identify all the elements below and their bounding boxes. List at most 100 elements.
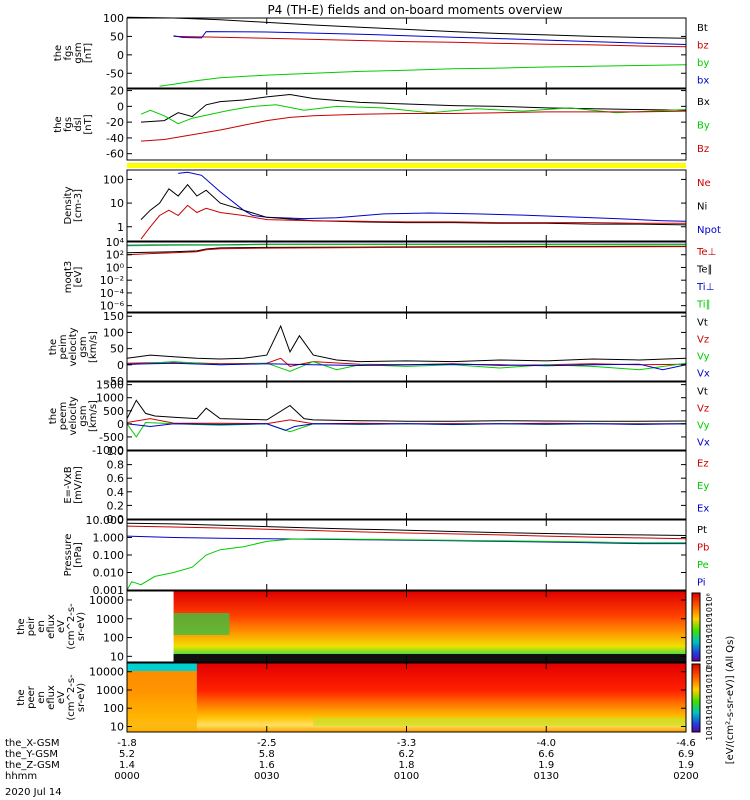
legend-bz: Bz — [697, 144, 709, 155]
ylabel: the fgs gsm [nT] — [53, 42, 94, 63]
ytick-label: 10 — [110, 197, 124, 210]
legend-ni: Ni — [697, 202, 707, 213]
ytick-label: 0.010 — [93, 567, 125, 580]
ylabel: the peem velocity gsm [km/s] — [48, 396, 99, 435]
ylabel-line: fgs — [63, 117, 74, 132]
colorbar-tick-label: 10⁴ — [705, 706, 714, 719]
ephemeris-value: -4.6 — [676, 738, 696, 749]
ylabel-line: [km/s] — [88, 331, 99, 363]
legend-pe: Pe — [697, 560, 709, 571]
ytick-label: -40 — [106, 132, 124, 145]
colorbar-tick-label: 10⁸ — [705, 593, 714, 606]
series-vt-peem_velocity — [126, 399, 687, 422]
legend-vz: Vz — [697, 335, 709, 346]
ylabel-line: the — [53, 116, 64, 132]
ylabel-line: (cm^2-s- — [66, 603, 77, 650]
ylabel-line: fgs — [63, 45, 74, 60]
ytick-label: 1 — [117, 221, 124, 234]
ytick-label: 0.001 — [93, 584, 125, 597]
colorbar-tick-label: 10⁶ — [705, 614, 714, 627]
ytick-label: 10.000 — [86, 514, 125, 527]
panel-frame — [126, 88, 687, 161]
panel-frame — [126, 17, 687, 89]
legend-ey: Ey — [697, 481, 709, 492]
ytick-label: -20 — [106, 116, 124, 129]
ytick-label: 100 — [103, 326, 124, 339]
ylabel: the peer en eflux eV (cm^2-s-sr-eV) — [16, 674, 87, 721]
series-by-fgs_dsl — [140, 104, 687, 125]
ylabel-line: Density — [63, 186, 74, 224]
colorbar-tick-label: 10² — [705, 656, 714, 669]
ylabel-line: eflux — [46, 685, 57, 710]
panel-peer_spectrogram: 10000 1000 100 10 the peer en eflux eV (cm^2-s-sr… — [16, 662, 687, 734]
panel-peir_spectrogram: 10000 1000 100 10 the peir en eflux eV (cm^2-s-sr… — [16, 590, 687, 663]
ylabel-line: [nPa] — [73, 542, 84, 568]
legend-pb: Pb — [697, 542, 709, 553]
colorbar-tick-label: 10⁵ — [705, 625, 714, 638]
ytick-label: 100 — [103, 12, 124, 25]
ephemeris-row-label: the_Y-GSM — [5, 749, 58, 760]
ytick-label: 1000 — [96, 613, 124, 626]
ephemeris-value: 1.4 — [119, 760, 135, 771]
panel-density: 100 10 1 Density [cm-3] Ne Ni Npot — [63, 169, 721, 242]
ephemeris-value: -4.0 — [536, 738, 556, 749]
ylabel-line: eV — [56, 691, 67, 704]
colorbar-tick-label: 10³ — [705, 717, 714, 730]
series-bx-fgs_dsl — [140, 93, 687, 123]
ytick-label: 10⁻⁶ — [100, 300, 125, 313]
ytick-label: 50 — [110, 343, 124, 356]
legend-bt: Bt — [697, 23, 708, 34]
ylabel-line: moqt3 — [63, 261, 74, 294]
ylabel-line: the — [48, 339, 59, 355]
legend-te: Te∥ — [696, 264, 713, 275]
legend-bx: bx — [697, 75, 709, 86]
ytick-label: 100 — [103, 632, 124, 645]
legend-ti: Ti∥ — [696, 299, 711, 310]
series-pe-pressure — [126, 538, 686, 591]
ylabel: Pressure [nPa] — [63, 534, 84, 577]
legend-pi: Pi — [697, 577, 706, 588]
panel-frame — [126, 312, 687, 382]
colorbar-tick-label: 10⁷ — [705, 675, 714, 688]
ylabel-line: the — [16, 689, 27, 705]
ylabel-line: eflux — [46, 614, 57, 639]
legend-vx: Vx — [697, 438, 710, 449]
ephemeris-value: 6.6 — [538, 749, 554, 760]
legend-bz: bz — [697, 40, 709, 51]
ylabel-line: the — [48, 408, 59, 424]
colorbar: 10⁸10⁷10⁶10⁵10⁴10³10²10⁸10⁷10⁶10⁵10⁴10³1… — [691, 592, 736, 764]
ytick-label: -500 — [99, 431, 124, 444]
green-patch — [173, 613, 230, 635]
legend-npot: Npot — [697, 225, 721, 236]
ephemeris-value: 1.8 — [399, 760, 415, 771]
colorbar-tick-label: 10⁷ — [705, 604, 714, 617]
colorbar-tick-label: 10⁶ — [705, 685, 714, 698]
ylabel-line: peer — [26, 685, 37, 709]
legend-vz: Vz — [697, 404, 709, 415]
ephemeris-value: 1.6 — [259, 760, 275, 771]
ytick-label: 10 — [110, 650, 124, 663]
ytick-label: 0.100 — [93, 549, 125, 562]
panel-fgs_gsm: 100 50 0 -50 the fgs gsm [nT] Bt bz by bx — [53, 12, 709, 89]
ylabel-line: sr-eV) — [76, 612, 87, 641]
ephemeris-value: -2.5 — [257, 738, 277, 749]
low-energy-band — [173, 654, 687, 662]
legend-te: Te⊥ — [696, 247, 716, 258]
legend-ti: Ti⊥ — [696, 282, 714, 293]
ytick-label: 10000 — [89, 666, 124, 679]
ytick-label: 1000 — [96, 684, 124, 697]
legend-ex: Ex — [697, 504, 709, 515]
series-bz-fgs_gsm — [173, 35, 687, 48]
legend-ne: Ne — [697, 178, 711, 189]
ytick-label: 0 — [117, 418, 124, 431]
ytick-label: 10 — [110, 721, 124, 734]
ytick-label: 500 — [103, 405, 124, 418]
ytick-label: 100 — [103, 702, 124, 715]
ylabel-line: (cm^2-s- — [66, 674, 77, 721]
ephemeris-value: 0200 — [673, 771, 698, 782]
legend-vy: Vy — [697, 421, 710, 432]
ytick-label: 1000 — [96, 392, 124, 405]
series-by-fgs_gsm — [159, 64, 687, 87]
